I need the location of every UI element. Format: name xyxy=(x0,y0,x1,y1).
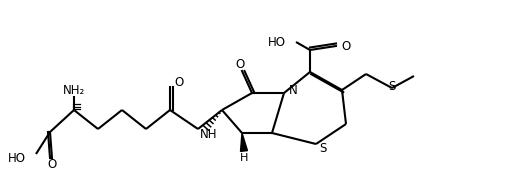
Text: H: H xyxy=(240,153,248,163)
Text: O: O xyxy=(174,77,183,89)
Polygon shape xyxy=(240,133,248,151)
Text: HO: HO xyxy=(268,35,286,49)
Text: S: S xyxy=(319,142,326,155)
Text: HO: HO xyxy=(8,151,26,165)
Text: NH₂: NH₂ xyxy=(63,83,85,96)
Text: O: O xyxy=(47,159,57,172)
Text: O: O xyxy=(236,58,244,71)
Text: S: S xyxy=(388,81,395,94)
Text: O: O xyxy=(341,39,350,52)
Text: NH: NH xyxy=(200,127,217,140)
Text: N: N xyxy=(289,85,298,98)
